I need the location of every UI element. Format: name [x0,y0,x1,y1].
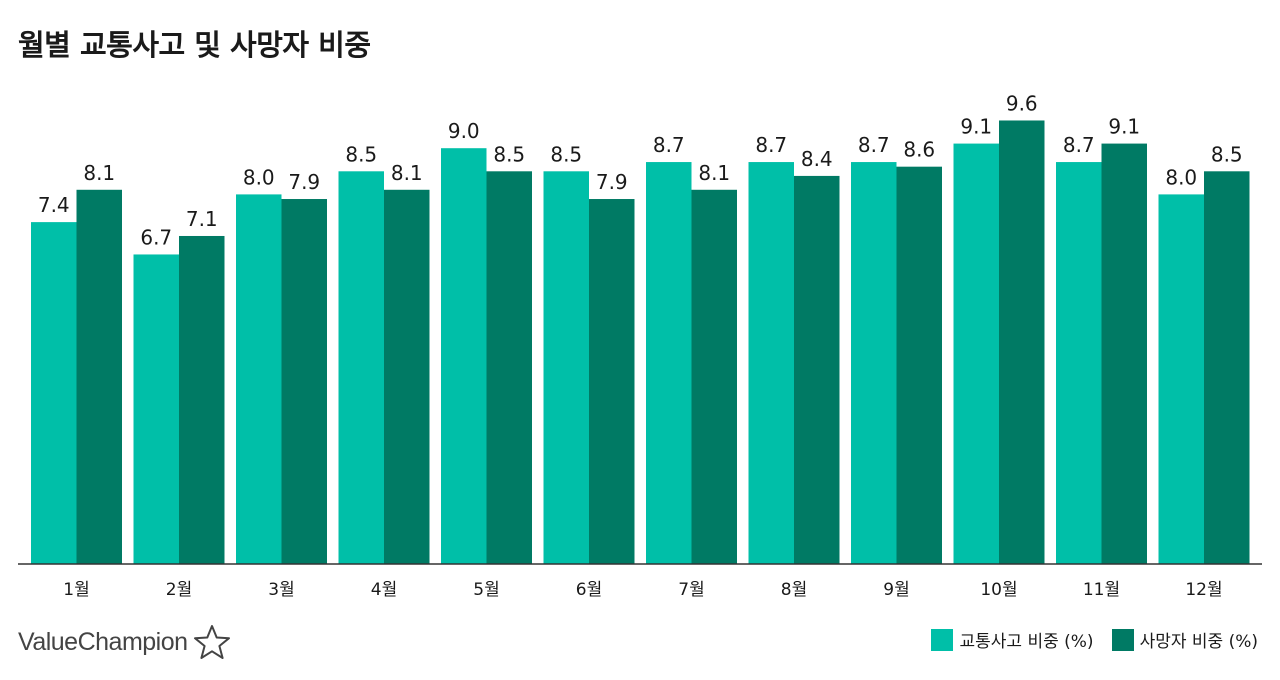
value-label-accidents-3: 8.0 [243,165,275,189]
bar-fatalities-3 [281,199,327,564]
legend-label-accidents: 교통사고 비중 (%) [959,632,1094,652]
category-label-10: 10월 [980,580,1017,600]
value-label-accidents-11: 8.7 [1063,133,1095,157]
bar-fatalities-11 [1101,143,1147,564]
bar-fatalities-9 [896,166,942,564]
category-label-9: 9월 [883,580,909,600]
star-outline-icon [193,625,230,659]
bar-fatalities-5 [486,171,532,565]
value-label-fatalities-12: 8.5 [1211,142,1243,166]
bar-fatalities-8 [794,175,840,565]
value-label-accidents-10: 9.1 [960,115,992,139]
bar-accidents-4 [338,171,384,565]
category-label-7: 7월 [678,580,704,600]
value-label-accidents-5: 9.0 [448,119,480,143]
legend-item-fatalities: 사망자 비중 (%) [1111,627,1258,652]
value-label-accidents-9: 8.7 [858,133,890,157]
value-label-accidents-2: 6.7 [140,225,172,249]
bar-chart: 7.4 8.1 6.7 7.1 8.0 7.9 8.5 8.1 9.0 8.5 8.5 7.9 8.7 8… [18,91,1262,600]
category-label-2: 2월 [166,580,192,600]
chart-legend: 교통사고 비중 (%) 사망자 비중 (%) [913,627,1258,652]
bar-fatalities-4 [384,189,430,564]
legend-swatch-fatalities [1111,628,1134,651]
category-label-5: 5월 [473,580,499,600]
value-label-accidents-6: 8.5 [550,142,582,166]
value-label-fatalities-8: 8.4 [801,147,833,171]
value-label-fatalities-2: 7.1 [186,207,218,231]
bar-fatalities-1 [76,189,122,564]
bar-fatalities-12 [1204,171,1250,565]
value-label-fatalities-6: 7.9 [596,170,628,194]
bar-accidents-5 [441,148,487,564]
legend-swatch-accidents [931,628,954,651]
brand-name: ValueChampion [18,627,188,656]
category-label-3: 3월 [268,580,294,600]
value-label-fatalities-7: 8.1 [698,161,730,185]
bar-accidents-10 [953,143,999,564]
category-label-11: 11월 [1083,580,1120,600]
bar-accidents-7 [646,162,692,564]
category-label-6: 6월 [576,580,602,600]
value-label-fatalities-5: 8.5 [493,142,525,166]
value-label-fatalities-9: 8.6 [903,138,935,162]
category-label-4: 4월 [371,580,397,600]
chart-title: 월별 교통사고 및 사망자 비중 [18,28,371,62]
bar-accidents-2 [133,254,179,564]
bar-accidents-8 [748,162,794,564]
legend-item-accidents: 교통사고 비중 (%) [931,627,1094,652]
value-label-fatalities-3: 7.9 [288,170,320,194]
value-label-accidents-7: 8.7 [653,133,685,157]
value-label-accidents-12: 8.0 [1165,165,1197,189]
category-label-1: 1월 [63,580,89,600]
value-label-accidents-1: 7.4 [38,193,70,217]
value-label-fatalities-10: 9.6 [1006,91,1038,115]
bar-accidents-1 [31,222,77,564]
value-label-fatalities-4: 8.1 [391,161,423,185]
category-label-12: 12월 [1185,580,1222,600]
bar-accidents-11 [1056,162,1102,564]
bar-accidents-3 [236,194,282,564]
legend-label-fatalities: 사망자 비중 (%) [1139,632,1258,652]
bar-fatalities-2 [179,235,225,565]
value-label-fatalities-1: 8.1 [83,161,115,185]
bar-fatalities-6 [589,199,635,564]
bar-accidents-12 [1158,194,1204,564]
category-label-8: 8월 [781,580,807,600]
value-label-accidents-8: 8.7 [755,133,787,157]
bar-accidents-9 [851,162,897,564]
value-labels-group: 7.4 8.1 6.7 7.1 8.0 7.9 8.5 8.1 9.0 8.5 8.5 7.9 8.7 8… [38,91,1243,249]
bar-fatalities-7 [691,189,737,564]
value-label-accidents-4: 8.5 [345,142,377,166]
bar-fatalities-10 [999,120,1045,564]
category-labels-group: 1월 2월 3월 4월 5월 6월 7월 8월 9월 10월 11월 12월 [63,580,1222,600]
bar-accidents-6 [543,171,589,565]
bars-group [31,120,1250,565]
value-label-fatalities-11: 9.1 [1108,115,1140,139]
brand-logo: ValueChampion [18,624,232,660]
